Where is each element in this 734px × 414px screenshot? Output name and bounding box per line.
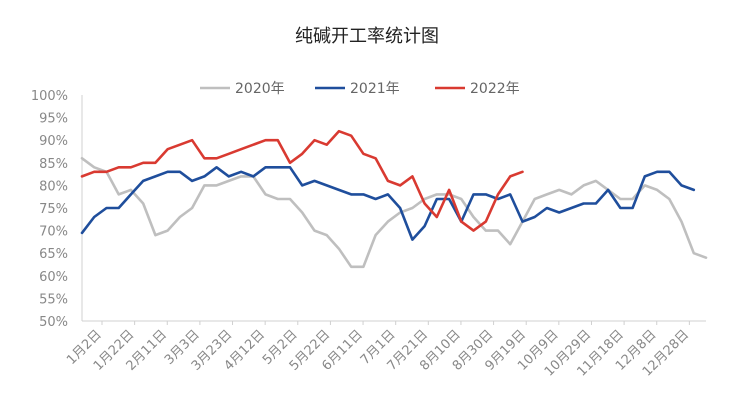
x-axis: 1月2日1月22日2月11日3月3日3月23日4月12日5月2日5月22日6月1… — [64, 320, 706, 380]
series-group — [80, 129, 708, 269]
legend-label: 2022年 — [470, 81, 520, 97]
legend-label: 2021年 — [350, 81, 400, 97]
y-tick-label: 80% — [39, 179, 68, 194]
y-tick-label: 90% — [39, 134, 68, 149]
y-tick-label: 100% — [31, 89, 68, 104]
y-tick-label: 55% — [39, 292, 68, 307]
y-tick-label: 75% — [39, 202, 68, 217]
y-tick-label: 50% — [39, 315, 68, 330]
series-line-2020年 — [80, 157, 708, 269]
y-axis: 50% 55% 60% 65% 70% 75% 80% 85% 90% 95% 100% — [31, 89, 83, 330]
legend: 2020年 2021年 2022年 — [200, 81, 520, 97]
chart-title: 纯碱开工率统计图 — [295, 26, 439, 47]
y-tick-label: 95% — [39, 112, 68, 127]
series-line-2021年 — [80, 166, 696, 241]
series-line-2022年 — [80, 129, 524, 232]
y-tick-label: 85% — [39, 157, 68, 172]
legend-label: 2020年 — [235, 81, 285, 97]
y-tick-label: 60% — [39, 270, 68, 285]
y-tick-label: 70% — [39, 225, 68, 240]
y-tick-label: 65% — [39, 247, 68, 262]
